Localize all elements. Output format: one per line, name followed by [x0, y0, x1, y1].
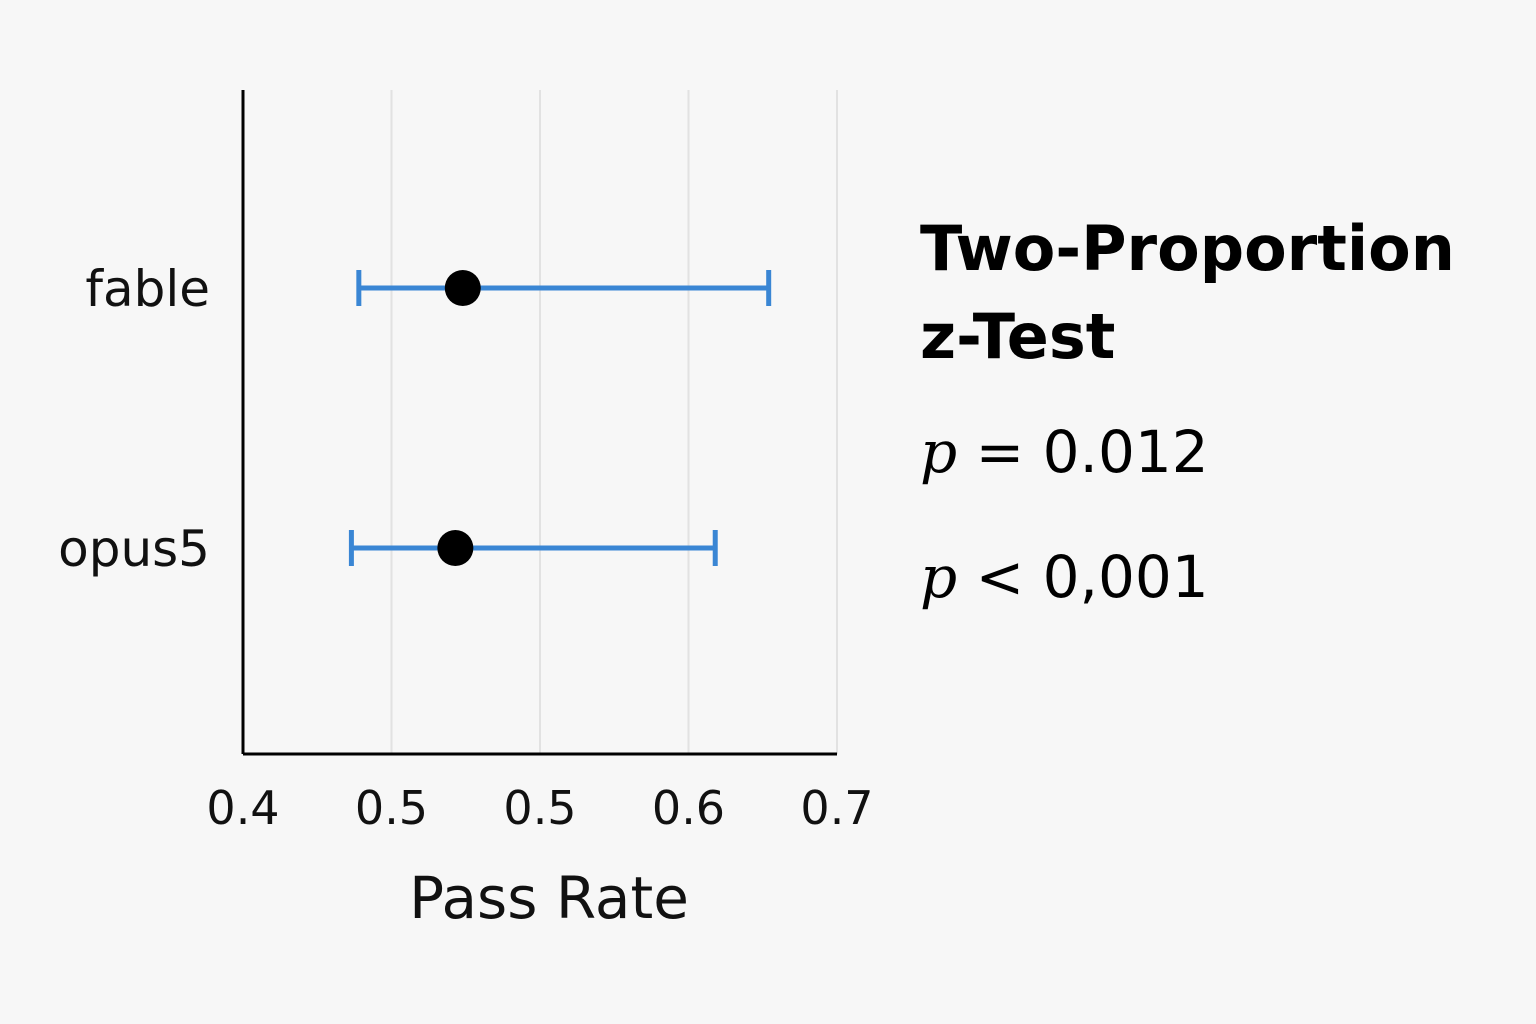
point-estimate [437, 530, 474, 566]
y-category-labels: fable opus5 [58, 260, 210, 578]
test-title: Two-Proportion z-Test [920, 212, 1455, 373]
errorbar-marks [348, 270, 772, 566]
x-tick-label: 0.6 [652, 781, 725, 835]
test-summary-panel: Two-Proportion z-Test p = 0.012 p < 0,00… [920, 205, 1520, 609]
y-category-label: fable [85, 260, 210, 318]
x-axis-title: Pass Rate [409, 864, 689, 932]
axes [241, 90, 837, 756]
y-category-label: opus5 [58, 520, 210, 578]
x-tick-label: 0.5 [355, 781, 428, 835]
chart: 0.4 0.5 0.5 0.6 0.7 fable opus5 Pass Rate [58, 90, 874, 932]
p-symbol: p [920, 543, 958, 611]
p-value-text: = 0.012 [957, 418, 1209, 486]
x-tick-labels: 0.4 0.5 0.5 0.6 0.7 [206, 781, 873, 835]
p-value-stat: p = 0.012 [920, 420, 1209, 484]
errorbar-opus5 [348, 530, 718, 566]
p-threshold-stat: p < 0,001 [920, 545, 1209, 609]
x-tick-label: 0.5 [503, 781, 576, 835]
errorbar-fable [356, 270, 772, 306]
x-tick-label: 0.4 [206, 781, 279, 835]
grid-lines [390, 90, 838, 754]
p-symbol: p [920, 418, 958, 486]
point-estimate [444, 270, 481, 306]
p-threshold-text: < 0,001 [957, 543, 1209, 611]
x-tick-label: 0.7 [800, 781, 873, 835]
